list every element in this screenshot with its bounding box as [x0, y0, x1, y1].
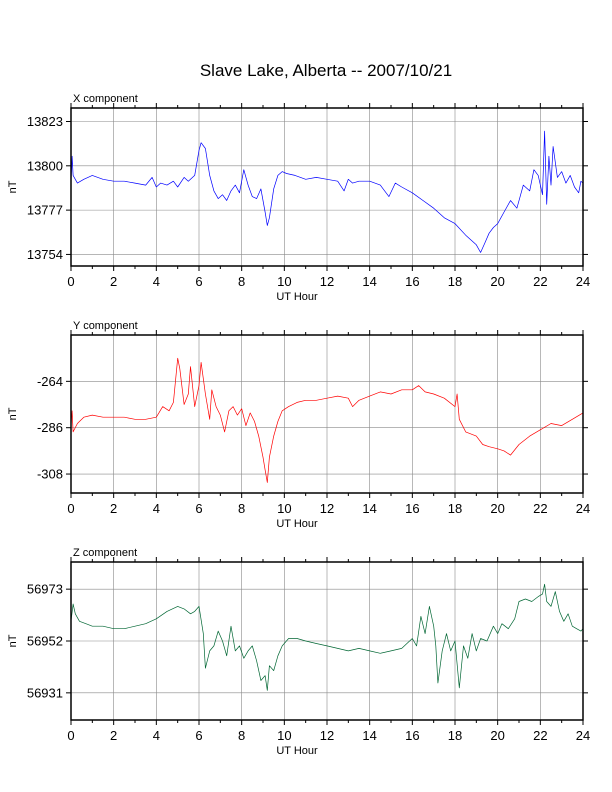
y-tick-label: -286 [37, 420, 63, 435]
x-tick-label: 24 [576, 501, 590, 516]
panel-title: Z component [73, 547, 137, 559]
y-tick-label: 56952 [27, 634, 63, 649]
x-tick-label: 24 [576, 274, 590, 289]
x-tick-label: 2 [110, 728, 117, 743]
x-tick-label: 22 [533, 501, 547, 516]
x-tick-label: 4 [153, 274, 160, 289]
x-tick-label: 14 [362, 274, 376, 289]
x-tick-label: 20 [490, 501, 504, 516]
x-tick-label: 0 [67, 501, 74, 516]
x-tick-label: 18 [448, 728, 462, 743]
y-tick-label: 13823 [27, 114, 63, 129]
y-tick-label: 56931 [27, 685, 63, 700]
y-tick-label: -264 [37, 374, 63, 389]
y-axis-label: nT [7, 180, 19, 193]
x-tick-label: 16 [405, 728, 419, 743]
x-tick-label: 8 [238, 728, 245, 743]
series-line-z [70, 583, 584, 691]
y-tick-label: -308 [37, 467, 63, 482]
y-tick-label: 13800 [27, 158, 63, 173]
x-tick-label: 24 [576, 728, 590, 743]
x-tick-label: 14 [362, 728, 376, 743]
x-tick-label: 12 [320, 728, 334, 743]
x-tick-label: 10 [277, 274, 291, 289]
y-tick-label: 13754 [27, 247, 63, 262]
x-tick-label: 12 [320, 274, 334, 289]
x-tick-label: 2 [110, 274, 117, 289]
x-tick-label: 2 [110, 501, 117, 516]
x-tick-label: 16 [405, 274, 419, 289]
panel-title: Y component [73, 320, 138, 332]
x-axis-label: UT Hour [276, 518, 318, 530]
x-tick-label: 22 [533, 728, 547, 743]
x-tick-label: 6 [195, 728, 202, 743]
x-tick-label: 8 [238, 274, 245, 289]
x-tick-label: 12 [320, 501, 334, 516]
x-tick-label: 10 [277, 501, 291, 516]
x-tick-label: 20 [490, 274, 504, 289]
x-tick-label: 16 [405, 501, 419, 516]
series-line-x [70, 130, 584, 253]
x-tick-label: 4 [153, 501, 160, 516]
x-tick-label: 0 [67, 274, 74, 289]
x-tick-label: 0 [67, 728, 74, 743]
x-tick-label: 18 [448, 501, 462, 516]
x-tick-label: 18 [448, 274, 462, 289]
x-axis-label: UT Hour [276, 291, 318, 303]
y-axis-label: nT [7, 407, 19, 420]
x-tick-label: 6 [195, 274, 202, 289]
x-tick-label: 6 [195, 501, 202, 516]
x-tick-label: 10 [277, 728, 291, 743]
y-tick-label: 56973 [27, 582, 63, 597]
series-line-y [70, 357, 584, 483]
panel-title: X component [73, 93, 138, 105]
x-tick-label: 14 [362, 501, 376, 516]
x-tick-label: 20 [490, 728, 504, 743]
x-tick-label: 4 [153, 728, 160, 743]
x-tick-label: 8 [238, 501, 245, 516]
y-axis-label: nT [7, 634, 19, 647]
y-tick-label: 13777 [27, 203, 63, 218]
x-tick-label: 22 [533, 274, 547, 289]
figure-title: Slave Lake, Alberta -- 2007/10/21 [200, 61, 452, 80]
panel-x-component: 0 2 4 6 8 10 12 14 16 18 20 22 241375413777138001382… [7, 93, 590, 303]
x-axis-label: UT Hour [276, 745, 318, 757]
